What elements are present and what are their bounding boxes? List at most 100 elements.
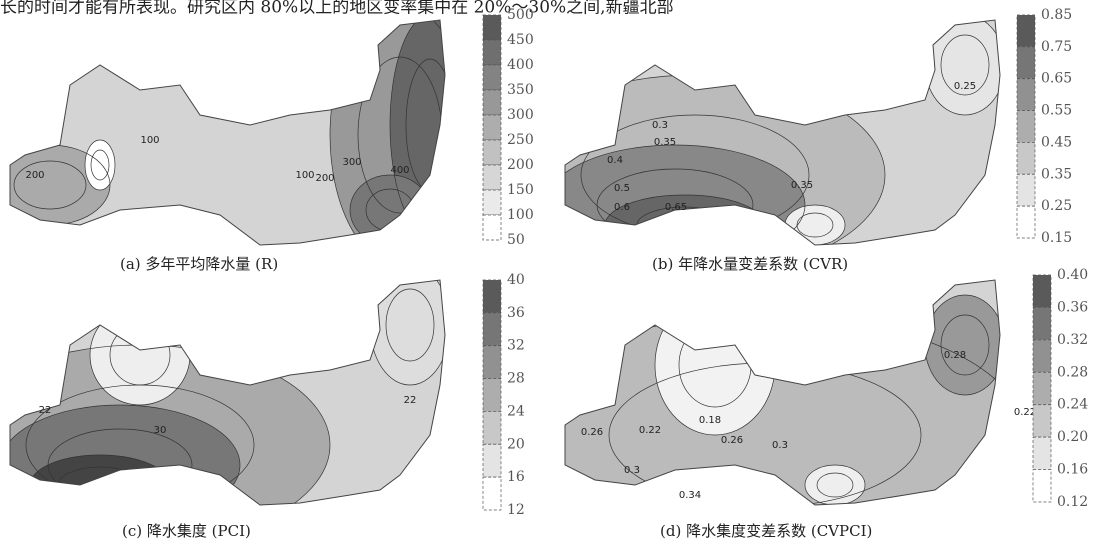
colorbar-label: 0.16 [1057,462,1088,478]
colorbar-box [483,165,501,190]
colorbar-box [1033,372,1051,404]
colorbar-label: 12 [507,502,525,518]
colorbar-label: 50 [507,232,525,248]
caption: (a) 多年平均降水量 (R) [120,255,278,273]
colorbar-box [483,477,501,510]
colorbar-box [483,190,501,215]
zone [90,305,190,405]
colorbar-box [483,411,501,444]
colorbar-label: 0.35 [1041,166,1072,182]
zone [655,295,775,435]
map-fill [0,265,450,545]
colorbar-label: 400 [507,57,534,73]
contour-label: 0.6 [614,202,630,213]
caption: (b) 年降水量变差系数 (CVR) [652,255,848,273]
colorbar-label: 28 [507,371,525,387]
caption: (c) 降水集度 (PCI) [122,522,251,540]
zone [370,265,450,385]
contour-label: 0.65 [665,202,687,213]
colorbar-box [1033,340,1051,372]
zone [30,455,170,515]
colorbar-label: 0.12 [1057,494,1088,510]
colorbar-label: 0.40 [1057,267,1088,283]
colorbar-label: 0.24 [1057,397,1088,413]
colorbar-box [1017,111,1035,143]
contour-label: 0.4 [607,155,623,166]
colorbar-box [1033,470,1051,502]
contour-label: 22 [39,405,52,416]
contour-label: 200 [25,170,44,181]
contour-label: 30 [154,425,167,436]
contour-label: 0.26 [721,435,743,446]
colorbar-label: 0.45 [1041,134,1072,150]
colorbar-label: 350 [507,82,534,98]
colorbar-box [483,115,501,140]
colorbar-label: 450 [507,32,534,48]
colorbar-label: 24 [507,403,525,419]
contour-label: 100 [295,170,314,181]
contour-label: 0.3 [624,465,640,476]
colorbar-box [1033,275,1051,307]
figure: 长的时间才能有所表现。研究区内 80%以上的地区变率集中在 20%～30%之间,… [0,0,1099,547]
colorbar-label: 0.32 [1057,332,1088,348]
colorbar-box [483,65,501,90]
colorbar-box [483,215,501,240]
body-text: 长的时间才能有所表现。研究区内 80%以上的地区变率集中在 20%～30%之间,… [0,0,674,18]
colorbar-box [483,90,501,115]
colorbar-box [483,379,501,412]
colorbar-label: 500 [507,7,534,23]
colorbar-box [483,15,501,40]
map: 0.30.350.40.50.60.650.350.25 [505,15,1005,275]
colorbar-box [1017,15,1035,47]
contour-label: 300 [342,157,361,168]
contour-label: 0.28 [944,350,966,361]
contour-label: 100 [140,135,159,146]
colorbar-box [483,444,501,477]
zone [350,175,430,245]
colorbar-box [483,140,501,165]
colorbar-label: 36 [507,305,525,321]
colorbar-box [483,313,501,346]
colorbar-box [483,346,501,379]
colorbar-label: 0.55 [1041,103,1072,119]
colorbar-box [1017,47,1035,79]
contour-label: 0.25 [954,81,976,92]
colorbar-label: 300 [507,107,534,123]
zone [925,15,1005,115]
colorbar-label: 0.36 [1057,299,1088,315]
contour-label: 400 [390,165,409,176]
colorbar-box [1033,437,1051,469]
colorbar-box [1033,405,1051,437]
colorbar-label: 32 [507,338,525,354]
colorbar-label: 0.75 [1041,39,1072,55]
colorbar-box [483,40,501,65]
colorbar-label: 0.85 [1041,7,1072,23]
contour-label: 0.26 [581,427,603,438]
colorbar-label: 100 [507,207,534,223]
colorbar-label: 0.25 [1041,198,1072,214]
colorbar-label: 0.20 [1057,429,1088,445]
colorbar-label: 250 [507,132,534,148]
contour-label: 0.35 [654,137,676,148]
colorbar-label: 20 [507,436,525,452]
colorbar-label: 16 [507,469,525,485]
colorbar-label: 150 [507,182,534,198]
colorbar-box [1033,307,1051,339]
contour-label: 200 [315,173,334,184]
colorbar-label: 0.65 [1041,71,1072,87]
map: 200100100200300400 [0,5,470,265]
colorbar-label: 0.28 [1057,364,1088,380]
contour-label: 0.3 [772,440,788,451]
contour-label: 0.3 [652,120,668,131]
colorbar-box [483,280,501,313]
colorbar-box [1017,142,1035,174]
colorbar-label: 200 [507,157,534,173]
contour-label: 0.35 [791,180,813,191]
colorbar-box [1017,174,1035,206]
colorbar-box [1017,206,1035,238]
colorbar-label: 40 [507,272,525,288]
colorbar-box [1017,79,1035,111]
caption: (d) 降水集度变差系数 (CVPCI) [660,522,872,540]
contour-label: 0.34 [679,490,701,501]
